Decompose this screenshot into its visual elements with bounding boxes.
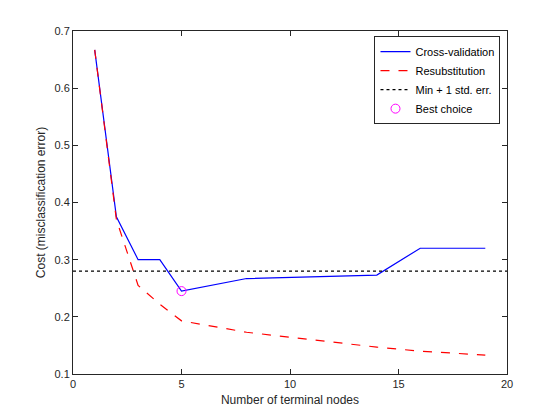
svg-text:Min + 1 std. err.: Min + 1 std. err. xyxy=(415,84,491,96)
svg-text:0.2: 0.2 xyxy=(55,311,70,323)
svg-text:Cross-validation: Cross-validation xyxy=(415,46,494,58)
svg-text:0.7: 0.7 xyxy=(55,25,70,37)
svg-text:0.6: 0.6 xyxy=(55,82,70,94)
svg-text:0.1: 0.1 xyxy=(55,368,70,380)
svg-text:Best choice: Best choice xyxy=(415,103,472,115)
svg-text:0.5: 0.5 xyxy=(55,139,70,151)
svg-text:Number of terminal nodes: Number of terminal nodes xyxy=(221,393,359,407)
svg-text:Cost (misclassification error): Cost (misclassification error) xyxy=(34,127,48,278)
svg-text:5: 5 xyxy=(178,378,184,390)
svg-text:0.4: 0.4 xyxy=(55,196,70,208)
svg-text:20: 20 xyxy=(501,378,513,390)
svg-text:0: 0 xyxy=(70,378,76,390)
svg-text:0.3: 0.3 xyxy=(55,254,70,266)
svg-text:15: 15 xyxy=(392,378,404,390)
svg-text:Resubstitution: Resubstitution xyxy=(415,65,485,77)
svg-text:10: 10 xyxy=(284,378,296,390)
